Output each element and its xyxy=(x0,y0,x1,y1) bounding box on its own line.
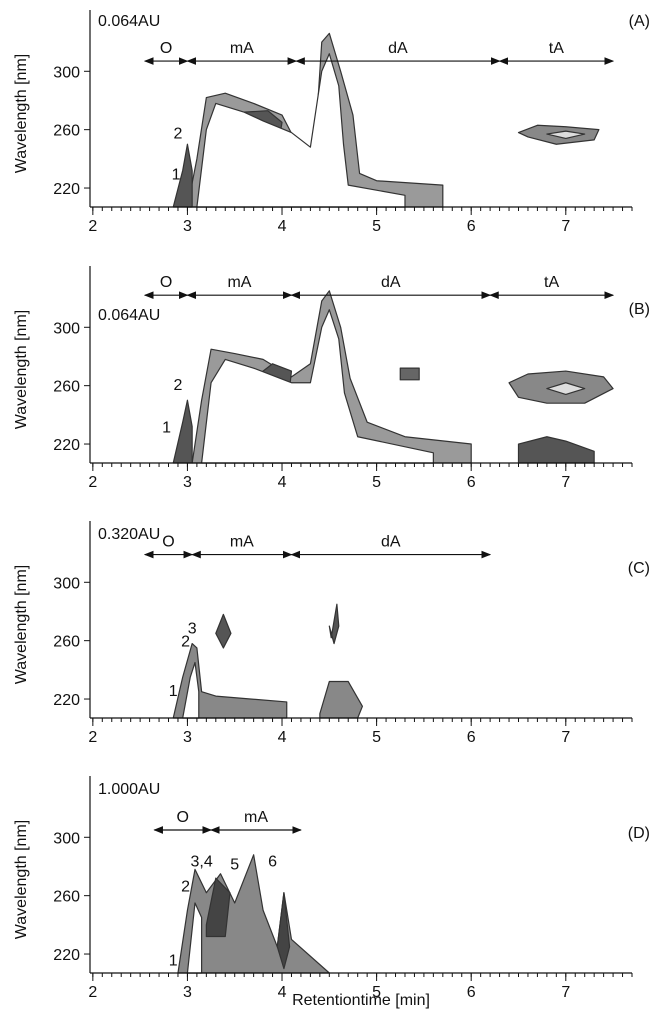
intensity-label: 0.064AU xyxy=(98,307,160,324)
y-axis-label: Wavelength [nm] xyxy=(13,565,30,684)
x-tick-label: 7 xyxy=(561,474,570,491)
x-tick-label: 6 xyxy=(467,218,476,235)
region-label: tA xyxy=(544,274,559,291)
x-tick-label: 4 xyxy=(278,474,287,491)
region-label: mA xyxy=(230,40,254,57)
region-label: O xyxy=(176,809,188,826)
peak-label: 1 xyxy=(169,953,178,970)
y-tick-label: 260 xyxy=(53,889,80,906)
x-tick-label: 2 xyxy=(88,218,97,235)
region-label: O xyxy=(162,534,174,551)
y-tick-label: 220 xyxy=(53,692,80,709)
peak-label: 1 xyxy=(172,166,181,183)
y-tick-label: 300 xyxy=(53,64,80,81)
contour xyxy=(329,604,338,643)
x-tick-label: 2 xyxy=(88,729,97,746)
region-label: mA xyxy=(244,809,268,826)
x-tick-label: 4 xyxy=(278,218,287,235)
peak-label: 3,4 xyxy=(190,853,212,870)
peak-label: 2 xyxy=(174,125,183,142)
peak-label: 6 xyxy=(268,853,277,870)
contour xyxy=(518,437,594,463)
region-label: mA xyxy=(230,534,254,551)
contour xyxy=(320,682,363,718)
peak-label: 2 xyxy=(174,377,183,394)
y-tick-label: 300 xyxy=(53,575,80,592)
x-tick-label: 5 xyxy=(372,474,381,491)
x-tick-label: 3 xyxy=(183,474,192,491)
region-label: dA xyxy=(381,274,401,291)
x-tick-label: 3 xyxy=(183,218,192,235)
x-tick-label: 3 xyxy=(183,729,192,746)
x-tick-label: 7 xyxy=(561,218,570,235)
y-tick-label: 260 xyxy=(53,634,80,651)
x-tick-label: 4 xyxy=(278,984,287,1001)
region-label: mA xyxy=(227,274,251,291)
y-tick-label: 300 xyxy=(53,320,80,337)
region-label: O xyxy=(160,274,172,291)
y-tick-label: 300 xyxy=(53,830,80,847)
x-tick-label: 2 xyxy=(88,984,97,1001)
region-label: O xyxy=(160,40,172,57)
x-tick-label: 5 xyxy=(372,218,381,235)
panel-label: (D) xyxy=(628,825,650,842)
x-tick-label: 7 xyxy=(561,729,570,746)
contour xyxy=(400,368,419,380)
y-axis-label: Wavelength [nm] xyxy=(13,820,30,939)
peak-label: 3 xyxy=(188,620,197,637)
peak-label: 1 xyxy=(169,683,178,700)
intensity-label: 1.000AU xyxy=(98,781,160,798)
x-tick-label: 6 xyxy=(467,984,476,1001)
peak-label: 2 xyxy=(181,878,190,895)
y-tick-label: 220 xyxy=(53,181,80,198)
x-tick-label: 7 xyxy=(561,984,570,1001)
y-tick-label: 220 xyxy=(53,437,80,454)
x-tick-label: 4 xyxy=(278,729,287,746)
figure: 2 3 4 5 6 7 220 260 300 Wavelength [nm] 0.064AU (A)… xyxy=(0,0,656,1010)
panel-label: (A) xyxy=(629,13,650,30)
x-tick-label: 2 xyxy=(88,474,97,491)
x-tick-label: 3 xyxy=(183,984,192,1001)
y-tick-label: 220 xyxy=(53,947,80,964)
region-label: tA xyxy=(549,40,564,57)
contour xyxy=(173,400,192,463)
y-tick-label: 260 xyxy=(53,123,80,140)
x-tick-label: 5 xyxy=(372,729,381,746)
y-tick-label: 260 xyxy=(53,379,80,396)
y-axis-label: Wavelength [nm] xyxy=(13,310,30,429)
peak-label: 1 xyxy=(162,419,171,436)
panel-label: (C) xyxy=(628,560,650,577)
region-label: dA xyxy=(388,40,408,57)
y-axis-label: Wavelength [nm] xyxy=(13,54,30,173)
x-axis-label: Retentiontime [min] xyxy=(292,992,430,1009)
intensity-label: 0.320AU xyxy=(98,526,160,543)
x-tick-label: 6 xyxy=(467,729,476,746)
contour xyxy=(216,614,231,648)
page: 2 3 4 5 6 7 220 260 300 Wavelength [nm] 0.064AU (A)… xyxy=(0,0,656,1010)
region-label: dA xyxy=(381,534,401,551)
peak-label: 5 xyxy=(230,856,239,873)
panel-label: (B) xyxy=(629,301,650,318)
intensity-label: 0.064AU xyxy=(98,13,160,30)
x-tick-label: 6 xyxy=(467,474,476,491)
